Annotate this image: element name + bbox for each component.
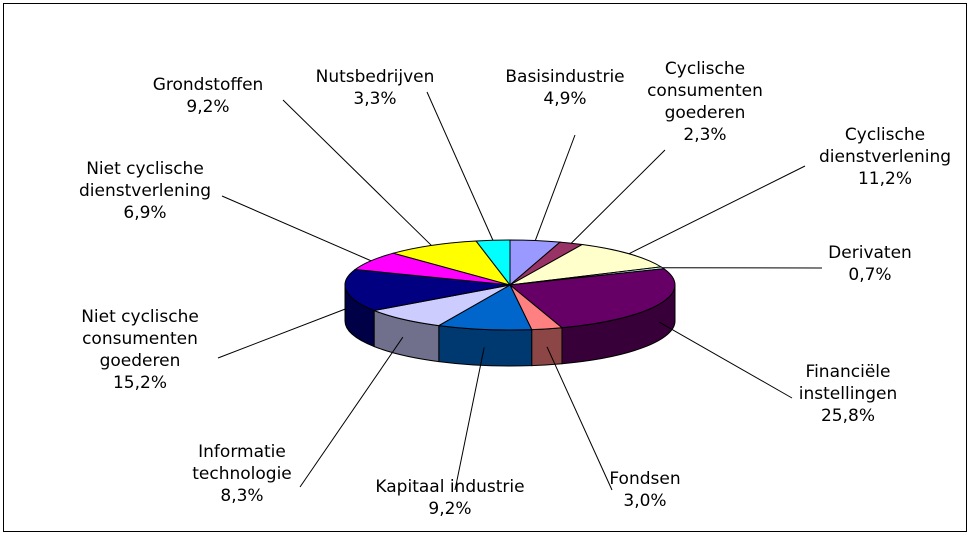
category-label: Nutsbedrijven xyxy=(315,67,435,87)
category-label: Cyclische dienstverlening xyxy=(818,125,952,167)
category-label: Cyclische consumenten goederen xyxy=(647,59,763,123)
data-label: Cyclische dienstverlening 11,2% xyxy=(819,124,951,190)
leader-line xyxy=(628,165,806,255)
data-label: Derivaten 0,7% xyxy=(828,242,912,286)
leader-line xyxy=(221,195,372,262)
slice xyxy=(372,284,511,327)
value-label: 3,3% xyxy=(353,89,397,109)
category-label: Financiële instellingen xyxy=(798,362,898,404)
slice xyxy=(437,284,533,331)
category-label: Fondsen xyxy=(609,469,681,489)
value-label: 25,8% xyxy=(820,406,876,426)
value-label: 9,2% xyxy=(186,97,230,117)
value-label: 11,2% xyxy=(857,169,912,189)
value-label: 9,2% xyxy=(428,499,472,519)
category-label: Basisindustrie xyxy=(505,67,625,87)
category-label: Niet cyclische consumenten goederen xyxy=(81,307,199,371)
leader-line xyxy=(299,336,404,488)
category-label: Kapitaal industrie xyxy=(375,477,525,497)
data-label: Niet cyclische dienstverlening 6,9% xyxy=(79,158,211,224)
leader-line xyxy=(426,91,494,241)
slice-side xyxy=(438,325,533,367)
data-label: Basisindustrie 4,9% xyxy=(505,66,624,110)
slice-side xyxy=(531,327,563,367)
value-label: 3,0% xyxy=(623,491,667,511)
leader-line xyxy=(546,346,613,491)
leader-line xyxy=(282,99,432,246)
data-label: Grondstoffen 9,2% xyxy=(153,74,264,118)
slice xyxy=(509,244,663,286)
slice xyxy=(391,240,512,286)
value-label: 15,2% xyxy=(112,373,168,393)
value-label: 2,3% xyxy=(683,125,727,145)
data-label: Niet cyclische consumenten goederen 15,2% xyxy=(81,306,199,394)
category-label: Niet cyclische dienstverlening xyxy=(78,159,212,201)
leader-line xyxy=(570,149,666,244)
category-label: Grondstoffen xyxy=(152,75,264,95)
leader-line xyxy=(217,308,347,359)
value-label: 0,7% xyxy=(848,265,892,285)
value-label: 6,9% xyxy=(123,203,167,223)
data-label: Nutsbedrijven 3,3% xyxy=(316,66,435,110)
slice xyxy=(508,268,676,329)
leader-line xyxy=(534,134,576,241)
value-label: 4,9% xyxy=(543,89,587,109)
slice xyxy=(344,268,511,312)
leader-line xyxy=(659,321,793,399)
data-label: Kapitaal industrie 9,2% xyxy=(375,476,524,520)
data-label: Cyclische consumenten goederen 2,3% xyxy=(647,58,763,146)
data-label: Fondsen 3,0% xyxy=(609,468,680,512)
data-label: Financiële instellingen 25,8% xyxy=(799,361,897,427)
data-label: Informatie technologie 8,3% xyxy=(192,441,292,507)
category-label: Derivaten xyxy=(828,243,912,263)
leader-line xyxy=(454,347,485,491)
value-label: 8,3% xyxy=(220,486,264,506)
slice xyxy=(475,239,511,287)
category-label: Informatie technologie xyxy=(192,442,292,484)
